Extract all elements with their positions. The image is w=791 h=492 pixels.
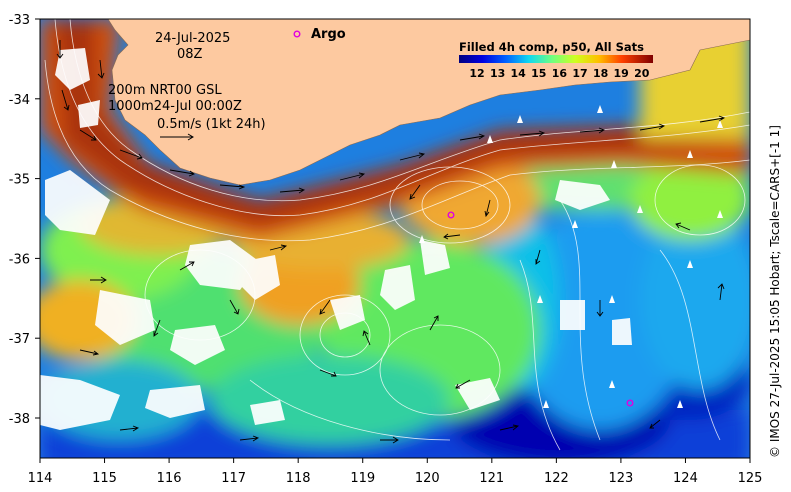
x-tick-label: 124 [673,471,698,486]
y-tick-label: -34 [9,93,30,108]
x-tick-label: 119 [350,471,375,486]
velocity-scale-arrow [160,133,194,141]
y-tick-label: -36 [9,252,30,267]
y-tick-label: -35 [9,173,30,188]
x-tick-label: 121 [479,471,504,486]
colorbar-tick-label: 13 [490,67,505,80]
x-tick-label: 116 [157,471,182,486]
credit-text: © IMOS 27-Jul-2025 15:05 Hobart; Tscale=… [768,125,782,458]
time-label: 08Z [177,47,203,62]
depth-line-1: 200m NRT00 GSL [108,83,222,98]
sst-field [40,19,750,458]
x-tick-label: 122 [544,471,569,486]
ssh-contours [44,19,750,451]
y-tick-label: -37 [9,332,30,347]
x-tick-label: 123 [608,471,633,486]
x-tick-label: 117 [221,471,246,486]
date-label: 24-Jul-2025 [155,31,230,46]
plot-frame [39,18,751,459]
x-tick-label: 118 [286,471,311,486]
colorbar-tick-label: 12 [469,67,484,80]
argo-floats [419,105,723,408]
y-axis: -33 -34 -35 -36 -37 -38 [9,13,40,427]
colorbar-tick-label: 17 [572,67,587,80]
x-tick-label: 115 [92,471,117,486]
x-tick-label: 125 [738,471,763,486]
argo-marker [447,211,455,219]
current-vectors [56,40,726,444]
y-tick-label: -33 [9,13,30,28]
colorbar-tick-label: 14 [511,67,527,80]
colorbar [459,55,653,63]
colorbar-tick-label: 15 [531,67,546,80]
colorbar-tick-label: 16 [552,67,568,80]
colorbar-tick-label: 19 [614,67,629,80]
argo-marker [626,399,634,407]
argo-label: Argo [311,27,346,42]
y-tick-label: -38 [9,412,30,427]
depth-line-2: 1000m24-Jul 00:00Z [108,99,242,114]
argo-legend-marker [293,30,301,38]
x-tick-label: 114 [28,471,53,486]
velocity-scale-label: 0.5m/s (1kt 24h) [157,117,266,132]
x-tick-label: 120 [415,471,440,486]
colorbar-title: Filled 4h comp, p50, All Sats [459,40,644,54]
colorbar-tick-label: 18 [593,67,608,80]
x-axis: 114 115 116 117 118 119 120 121 122 123 124 125 [28,458,763,486]
colorbar-ticks: 12 13 14 15 16 17 18 19 20 [469,67,649,80]
colorbar-tick-label: 20 [634,67,650,80]
